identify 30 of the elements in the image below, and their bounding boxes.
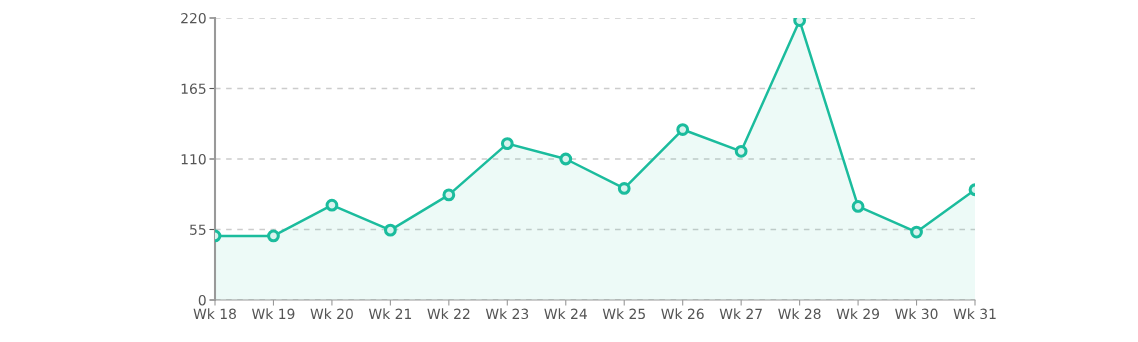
x-tick-label: Wk 26	[661, 308, 704, 320]
point	[325, 198, 339, 212]
x-tick-label: Wk 28	[778, 308, 821, 320]
x-tick-label: Wk 19	[251, 308, 295, 320]
point	[442, 188, 456, 202]
point	[734, 144, 748, 158]
point	[267, 229, 280, 243]
point	[910, 225, 923, 239]
point	[500, 137, 514, 151]
point	[676, 123, 690, 136]
x-tick-label: Wk 27	[719, 308, 762, 319]
y-tick-label: 110	[181, 153, 206, 165]
y-tick-label: 55	[190, 224, 206, 235]
x-tick-label: Wk 25	[602, 308, 645, 320]
y-tick-label: 220	[181, 12, 206, 24]
y-tick-label: 0	[198, 294, 206, 306]
y-tick-label: 165	[181, 83, 206, 94]
x-tick-label: Wk 24	[544, 308, 587, 319]
x-tick-label: Wk 20	[310, 308, 353, 320]
point	[617, 182, 631, 195]
point	[383, 223, 397, 237]
point	[559, 152, 573, 166]
point	[851, 200, 865, 213]
x-tick-label: Wk 30	[895, 308, 938, 320]
x-tick-label: Wk 22	[427, 308, 470, 319]
x-tick-label: Wk 18	[193, 308, 236, 320]
x-tick-label: Wk 23	[485, 308, 529, 320]
x-tick-label: Wk 21	[368, 308, 412, 319]
x-tick-label: Wk 29	[836, 308, 880, 320]
x-tick-label: Wk 31	[953, 308, 996, 320]
